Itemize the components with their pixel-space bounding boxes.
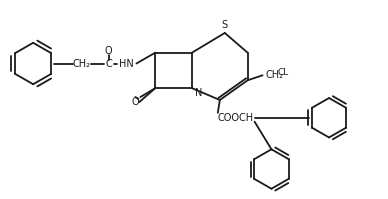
Text: CH₂: CH₂ bbox=[73, 59, 91, 68]
Text: COOCH: COOCH bbox=[218, 113, 254, 123]
Text: CL: CL bbox=[277, 68, 289, 77]
Text: N: N bbox=[195, 88, 203, 98]
Text: O: O bbox=[105, 46, 113, 56]
Text: S: S bbox=[222, 20, 228, 30]
Text: C: C bbox=[105, 59, 112, 68]
Text: O: O bbox=[132, 97, 139, 107]
Text: HN: HN bbox=[119, 59, 134, 68]
Text: CH₂: CH₂ bbox=[265, 70, 284, 80]
